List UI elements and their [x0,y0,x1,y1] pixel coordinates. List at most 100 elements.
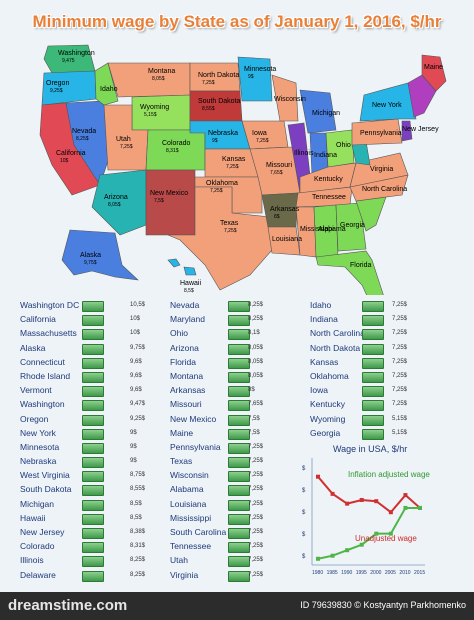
dollar-bill-icon [82,457,104,469]
wage-value: 9$ [130,443,137,450]
state-name: Iowa [310,385,328,396]
map-state-label: Georgia [340,222,365,229]
dollar-bill-icon [362,315,384,327]
state-name: Wisconsin [170,470,209,481]
map-state-label: Utah [116,136,131,143]
dollar-bill-icon [82,442,104,454]
map-state-label: Tennessee [312,194,346,201]
state-hawaii-2 [183,266,197,276]
map-state-label: New York [372,102,402,109]
state-name: Illinois [20,555,44,566]
state-name: Colorado [20,541,55,552]
dollar-bill-icon [82,428,104,440]
wage-value: 9,6$ [130,358,142,365]
dollar-bill-icon [82,371,104,383]
map-state-label: Kentucky [314,176,343,183]
state-name: Massachusetts [20,328,77,339]
dollar-bill-icon [82,400,104,412]
state-name: South Carolina [170,527,227,537]
data-point [359,542,364,547]
dollar-bill-icon [362,371,384,383]
wage-value: 7,25$ [392,316,408,323]
wage-value: 7,25$ [248,486,264,493]
data-point [330,553,335,558]
state-arizona [91,169,147,236]
map-state-label: Michigan [312,110,340,117]
state-new-england [407,74,437,118]
state-minnesota [237,56,273,102]
state-name: Nevada [170,300,200,310]
state-texas [167,186,273,291]
dollar-bill-icon [362,329,384,341]
dollar-bill-icon [228,329,250,341]
wage-value: 7,25$ [248,529,264,535]
state-name: Georgia [310,427,341,438]
wage-value: 7,25$ [248,557,264,564]
state-hawaii [167,258,181,268]
state-name: North Carolina [310,328,365,339]
state-name: Delaware [20,569,56,580]
dollar-bill-icon [82,570,104,582]
wage-value: 7,25$ [248,500,264,507]
wage-value: 8,05$ [248,372,264,379]
map-state-value: 7,25$ [202,80,215,86]
wage-value: 7,25$ [248,571,264,578]
state-name: Missouri [170,399,202,410]
dollar-bill-icon [228,471,250,483]
data-point [403,493,408,498]
wage-value: 9,25$ [130,415,146,422]
dollar-bill-icon [82,471,104,483]
map-state-label: New Mexico [150,190,188,197]
state-georgia [335,202,367,252]
dollar-bill-icon [228,499,250,511]
dollar-bill-icon [82,485,104,497]
map-state-label: Ohio [336,142,351,149]
state-florida [315,250,384,295]
state-new-york [359,82,417,122]
map-state-label: Wyoming [140,104,169,111]
wage-value: 10$ [130,330,141,337]
wage-value: 9,6$ [130,372,142,379]
y-tick-label: $ [302,488,306,494]
map-state-label: California [56,150,86,157]
state-name: Vermont [20,385,52,396]
state-south-dakota [189,90,243,122]
dollar-bill-icon [82,386,104,398]
dollar-bill-icon [228,570,250,582]
dollar-bill-icon [362,386,384,398]
dollar-bill-icon [228,542,250,554]
map-state-label: Oklahoma [206,180,238,187]
state-name: Oklahoma [310,370,349,381]
wage-value: 7,25$ [392,358,408,365]
data-point [316,474,320,479]
state-name: Washington DC [20,300,80,310]
wage-value: 7,25$ [392,344,408,351]
map-state-value: 8$ [274,214,280,220]
dollar-bill-icon [228,528,250,539]
map-state-label: Oregon [46,80,69,87]
dollar-bill-icon [362,343,384,355]
map-state-value: 7,25$ [226,164,239,170]
data-point [388,531,393,536]
state-michigan [299,89,337,134]
state-name: Kansas [310,356,339,367]
wage-value: 8,25$ [130,557,146,564]
map-state-label: Arizona [104,194,128,201]
wage-value: 7,25$ [392,372,408,379]
dollar-bill-icon [82,513,104,525]
series-line [317,476,421,514]
state-pennsylvania [351,118,403,146]
state-name: Louisiana [170,498,207,509]
wage-value: 8,75$ [130,472,146,479]
state-name: Pennsylvania [170,441,221,452]
legend-unadjusted: Unadjusted wage [355,534,417,543]
map-state-label: Kansas [222,156,246,163]
x-tick-label: 1980 [312,570,323,576]
dollar-bill-icon [362,428,384,440]
map-state-label: Nebraska [208,130,238,137]
wage-value: 9,6$ [130,387,142,394]
map-state-label: Idaho [100,86,118,93]
map-state-value: 8,05$ [108,202,121,208]
dollar-bill-icon [228,485,250,497]
map-state-label: Maine [424,64,443,71]
